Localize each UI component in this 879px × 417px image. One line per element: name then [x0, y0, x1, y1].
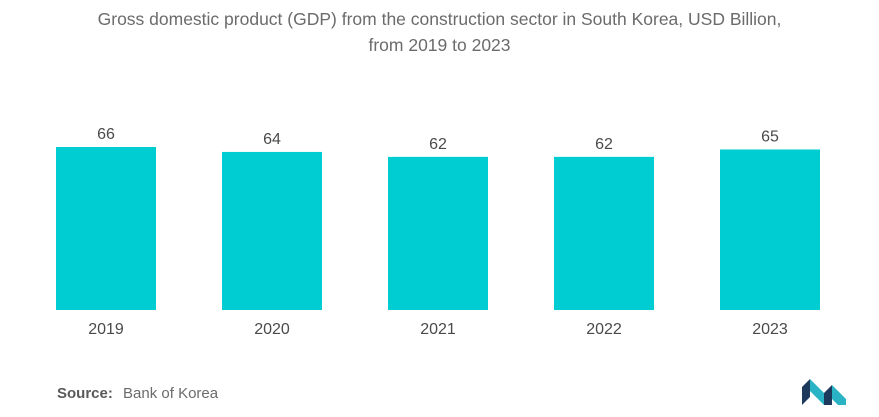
data-label-2020: 64 — [263, 131, 281, 148]
data-label-2022: 62 — [595, 136, 613, 153]
brand-logo-icon — [802, 379, 846, 405]
logo-middle-stroke — [810, 379, 824, 405]
source-note: Source: Bank of Korea — [57, 385, 218, 402]
bar-2023 — [720, 149, 820, 310]
bar-2021 — [388, 156, 488, 310]
logo-far-right-stroke — [832, 385, 846, 405]
data-label-2019: 66 — [97, 126, 115, 143]
source-value: Bank of Korea — [123, 385, 219, 402]
x-tick-label-2019: 2019 — [88, 321, 124, 338]
logo-right-stroke — [824, 385, 832, 405]
data-label-2021: 62 — [429, 136, 447, 153]
x-tick-label-2020: 2020 — [254, 321, 290, 338]
x-tick-label-2023: 2023 — [752, 321, 788, 338]
chart-title: Gross domestic product (GDP) from the co… — [0, 6, 879, 58]
logo-left-stroke — [802, 379, 810, 405]
x-tick-label-2021: 2021 — [420, 321, 456, 338]
bar-2020 — [222, 151, 322, 310]
bar-2019 — [56, 147, 156, 310]
data-label-2023: 65 — [761, 128, 779, 145]
x-tick-label-2022: 2022 — [586, 321, 622, 338]
source-label: Source: — [57, 385, 113, 402]
bar-2022 — [554, 156, 654, 310]
chart-title-line-2: from 2019 to 2023 — [368, 35, 511, 55]
chart-title-line-1: Gross domestic product (GDP) from the co… — [97, 9, 782, 29]
